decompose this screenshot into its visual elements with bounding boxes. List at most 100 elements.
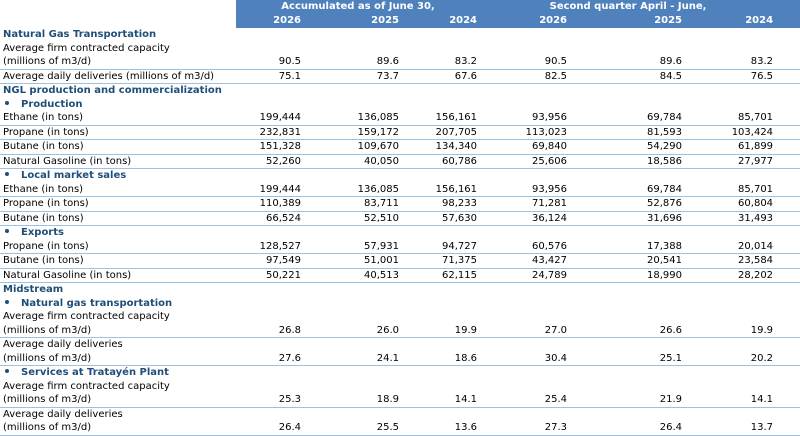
value-cell: 26.4 xyxy=(570,407,686,436)
value-cell: 52,260 xyxy=(236,154,304,169)
section-title-cell: NGL production and commercialization xyxy=(0,84,800,98)
value-cell: 51,001 xyxy=(304,253,402,269)
value-cell: 43,427 xyxy=(480,253,571,269)
value-cell: 93,956 xyxy=(480,111,571,126)
header-years-row: 2026 2025 2024 2026 2025 2024 xyxy=(0,14,800,28)
row-filler xyxy=(776,69,800,84)
value-cell: 40,050 xyxy=(304,154,402,169)
value-cell: 13.7 xyxy=(685,407,777,436)
value-cell: 52,510 xyxy=(304,211,402,226)
value-cell: 14.1 xyxy=(402,379,481,408)
value-cell: 71,375 xyxy=(402,253,481,269)
section-title-row: Midstream xyxy=(0,283,800,297)
value-cell: 20.2 xyxy=(685,337,777,366)
data-row: Average daily deliveries (millions of m3/… xyxy=(0,407,800,436)
year-header: 2025 xyxy=(570,14,686,28)
row-label: Butane (in tons) xyxy=(0,139,236,155)
row-label-line: (millions of m3/d) xyxy=(3,324,92,336)
value-cell: 103,424 xyxy=(685,125,777,140)
row-label-line: Propane (in tons) xyxy=(3,240,89,252)
row-label: Ethane (in tons) xyxy=(0,111,236,126)
header-filler xyxy=(776,0,800,14)
row-label: Average daily deliveries (millions of m3… xyxy=(0,69,236,84)
row-label-line: Average daily deliveries (millions of m3… xyxy=(3,70,215,82)
value-cell: 232,831 xyxy=(236,125,304,140)
value-cell: 18,586 xyxy=(570,154,686,169)
value-cell: 19.9 xyxy=(685,310,777,338)
value-cell: 31,696 xyxy=(570,211,686,226)
value-cell: 23,584 xyxy=(685,253,777,269)
group-title: Natural gas transportation xyxy=(21,297,173,309)
value-cell: 18.9 xyxy=(304,379,402,408)
section-title-row: Natural Gas Transportation xyxy=(0,28,800,42)
bullet xyxy=(5,299,9,304)
section-title: Midstream xyxy=(3,284,64,295)
value-cell: 113,023 xyxy=(480,125,571,140)
row-filler xyxy=(776,182,800,197)
value-cell: 69,784 xyxy=(570,111,686,126)
value-cell: 13.6 xyxy=(402,407,481,436)
data-row: Natural Gasoline (in tons) 50,221 40,513 62… xyxy=(0,268,800,283)
row-filler xyxy=(776,211,800,226)
row-filler xyxy=(776,139,800,155)
year-header: 2026 xyxy=(236,14,304,28)
value-cell: 136,085 xyxy=(304,111,402,126)
value-cell: 97,549 xyxy=(236,253,304,269)
row-filler xyxy=(776,111,800,126)
row-label-line: (millions of m3/d) xyxy=(3,56,92,67)
value-cell: 83,711 xyxy=(304,196,402,212)
bullet xyxy=(5,369,9,373)
value-cell: 98,233 xyxy=(402,196,481,212)
value-cell: 52,876 xyxy=(570,196,686,212)
value-cell: 27,977 xyxy=(685,154,777,169)
section-title-row: NGL production and commercialization xyxy=(0,84,800,98)
value-cell: 26.8 xyxy=(236,310,304,338)
row-label: Average firm contracted capacity (million… xyxy=(0,379,236,408)
year-header: 2024 xyxy=(402,14,481,28)
group-title-row: Local market sales xyxy=(0,169,800,183)
header-filler xyxy=(776,14,800,28)
row-filler xyxy=(776,125,800,140)
value-cell: 20,014 xyxy=(685,239,777,254)
row-label: Propane (in tons) xyxy=(0,239,236,254)
value-cell: 26.4 xyxy=(236,407,304,436)
data-row: Average daily deliveries (millions of m3… xyxy=(0,69,800,84)
data-row: Propane (in tons) 232,831 159,172 207,705 11… xyxy=(0,125,800,140)
group-title-cell: Local market sales xyxy=(0,169,800,183)
value-cell: 62,115 xyxy=(402,268,481,283)
year-header: 2024 xyxy=(685,14,777,28)
row-filler xyxy=(776,407,800,436)
value-cell: 128,527 xyxy=(236,239,304,254)
value-cell: 20,541 xyxy=(570,253,686,269)
value-cell: 50,221 xyxy=(236,268,304,283)
bullet xyxy=(5,229,9,233)
group-title: Production xyxy=(21,98,83,110)
year-header: 2025 xyxy=(304,14,402,28)
value-cell: 109,670 xyxy=(304,139,402,155)
bullet xyxy=(5,172,9,176)
value-cell: 151,328 xyxy=(236,139,304,155)
value-cell: 83.2 xyxy=(685,41,777,70)
row-label-line: Propane (in tons) xyxy=(3,198,89,209)
data-row: Average firm contracted capacity (million… xyxy=(0,379,800,408)
value-cell: 36,124 xyxy=(480,211,571,226)
value-cell: 60,786 xyxy=(402,154,481,169)
row-filler xyxy=(776,253,800,269)
group-title-cell: Exports xyxy=(0,226,800,240)
value-cell: 69,784 xyxy=(570,182,686,197)
row-label: Butane (in tons) xyxy=(0,253,236,269)
group-title-row: Services at Tratayén Plant xyxy=(0,366,800,380)
row-label-line: Average firm contracted capacity xyxy=(3,311,170,322)
value-cell: 90.5 xyxy=(480,41,571,70)
value-cell: 25.3 xyxy=(236,379,304,408)
row-label: Propane (in tons) xyxy=(0,196,236,212)
row-label-line: (millions of m3/d) xyxy=(3,352,92,364)
row-label: Average daily deliveries (millions of m3/… xyxy=(0,337,236,366)
value-cell: 93,956 xyxy=(480,182,571,197)
value-cell: 60,576 xyxy=(480,239,571,254)
header-blank xyxy=(0,0,236,14)
value-cell: 89.6 xyxy=(570,41,686,70)
group-title-row: Production xyxy=(0,98,800,112)
